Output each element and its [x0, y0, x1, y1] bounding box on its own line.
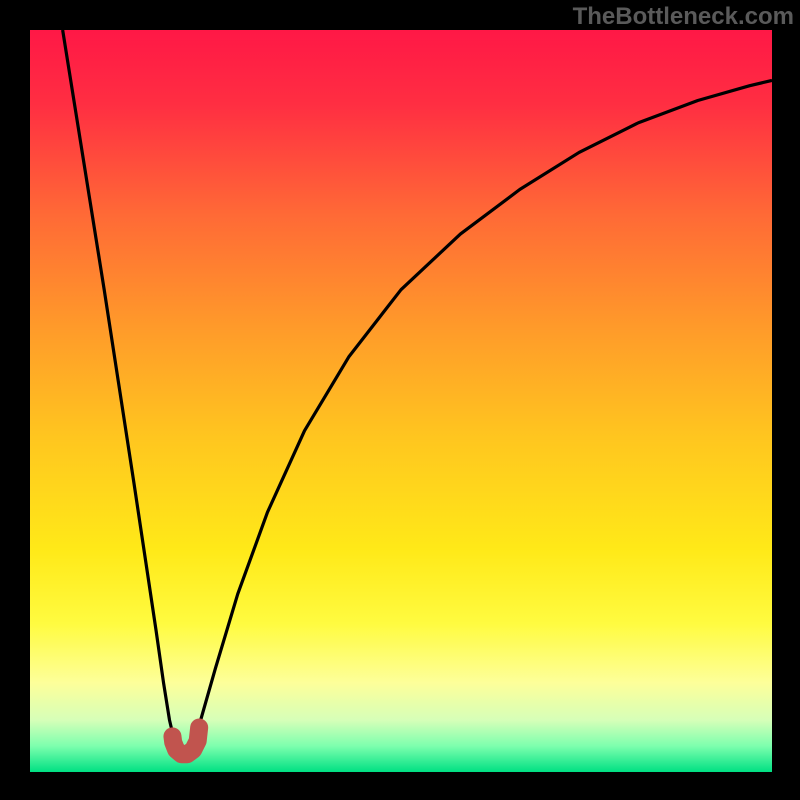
j-marker: [172, 727, 199, 754]
watermark-text: TheBottleneck.com: [573, 3, 794, 31]
curve-layer: [30, 30, 772, 772]
plot-area: [30, 30, 772, 772]
chart-container: TheBottleneck.com: [0, 0, 800, 800]
bottleneck-curve: [63, 30, 772, 757]
